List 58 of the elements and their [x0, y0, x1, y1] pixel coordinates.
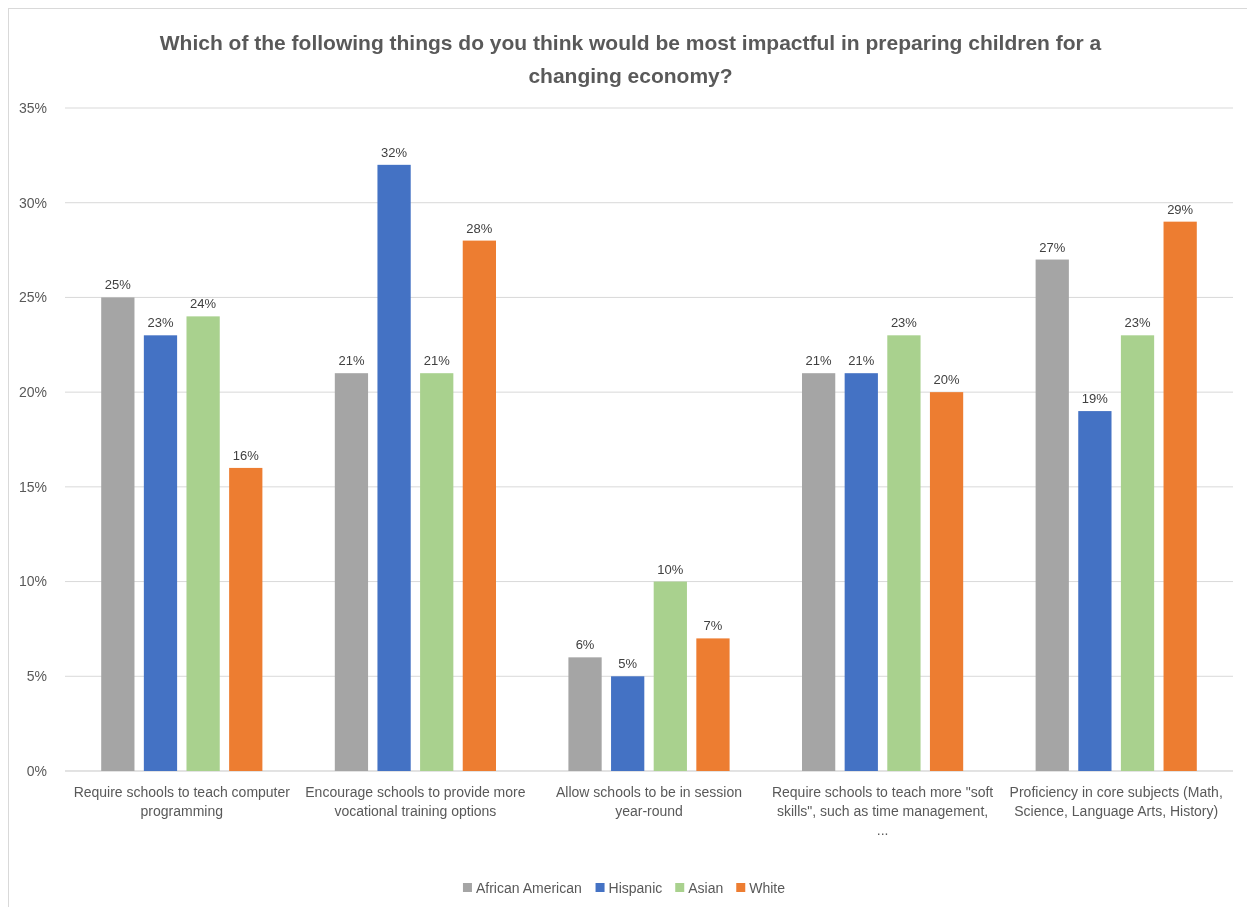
- y-tick-label: 25%: [18, 289, 47, 306]
- data-label: 20%: [933, 372, 961, 388]
- bar: [101, 297, 135, 771]
- data-label: 23%: [1124, 315, 1151, 331]
- bar: [568, 657, 602, 771]
- bar: [462, 240, 496, 771]
- data-label: 25%: [104, 277, 132, 293]
- data-label: 24%: [190, 296, 217, 312]
- y-tick-label: 35%: [18, 99, 47, 116]
- x-tick-label: Encourage schools to provide more vocational training options: [305, 784, 526, 819]
- x-tick-label: Proficiency in core subjects (Math, Science, Language Arts, History): [1009, 784, 1223, 819]
- data-label: 6%: [575, 637, 595, 653]
- data-label: 23%: [147, 315, 174, 331]
- x-tick-label: Require schools to teach more "soft skills", such as time management, ...: [771, 784, 994, 838]
- data-label: 16%: [232, 447, 260, 463]
- y-tick-label: 15%: [18, 478, 47, 495]
- bar: [186, 316, 220, 771]
- data-label: 21%: [848, 353, 875, 369]
- data-label: 28%: [466, 220, 493, 236]
- data-label: 5%: [618, 656, 638, 672]
- legend-label: African American: [475, 879, 582, 896]
- legend-label: Hispanic: [608, 879, 663, 896]
- bar: [929, 392, 964, 771]
- chart-title: Which of the following things do you think would be most impactful in preparing children for a changing economy?: [159, 31, 1102, 87]
- bar: [696, 638, 730, 771]
- data-label: 21%: [805, 353, 833, 369]
- bar: [229, 467, 263, 771]
- data-label: 27%: [1039, 239, 1066, 255]
- bar: [611, 676, 645, 771]
- data-label: 21%: [338, 353, 365, 369]
- bar: [1078, 411, 1112, 771]
- y-tick-label: 10%: [18, 573, 47, 590]
- bar: [802, 373, 836, 771]
- bar: [1035, 259, 1069, 771]
- legend-label: White: [749, 879, 786, 896]
- x-tick-label: Require schools to teach computer programming: [73, 784, 291, 819]
- bar: [334, 373, 369, 771]
- y-tick-label: 0%: [26, 762, 47, 779]
- y-tick-label: 30%: [18, 194, 47, 211]
- data-label: 29%: [1167, 201, 1194, 217]
- bar: [1163, 221, 1197, 771]
- bar: [1120, 335, 1155, 771]
- bar: [420, 373, 454, 771]
- y-tick-label: 5%: [26, 668, 47, 685]
- data-label: 10%: [657, 561, 684, 577]
- data-label: 21%: [423, 353, 451, 369]
- legend-label: Asian: [688, 879, 724, 896]
- data-label: 7%: [703, 618, 723, 634]
- y-tick-label: 20%: [18, 384, 47, 401]
- data-label: 23%: [890, 315, 918, 331]
- x-tick-label: Allow schools to be in session year-round: [556, 784, 742, 819]
- bar: [377, 164, 411, 771]
- data-label: 32%: [381, 144, 408, 160]
- bar: [887, 335, 921, 771]
- bar: [844, 373, 878, 771]
- data-label: 19%: [1081, 391, 1109, 407]
- bar: [653, 581, 687, 771]
- bar: [143, 335, 178, 771]
